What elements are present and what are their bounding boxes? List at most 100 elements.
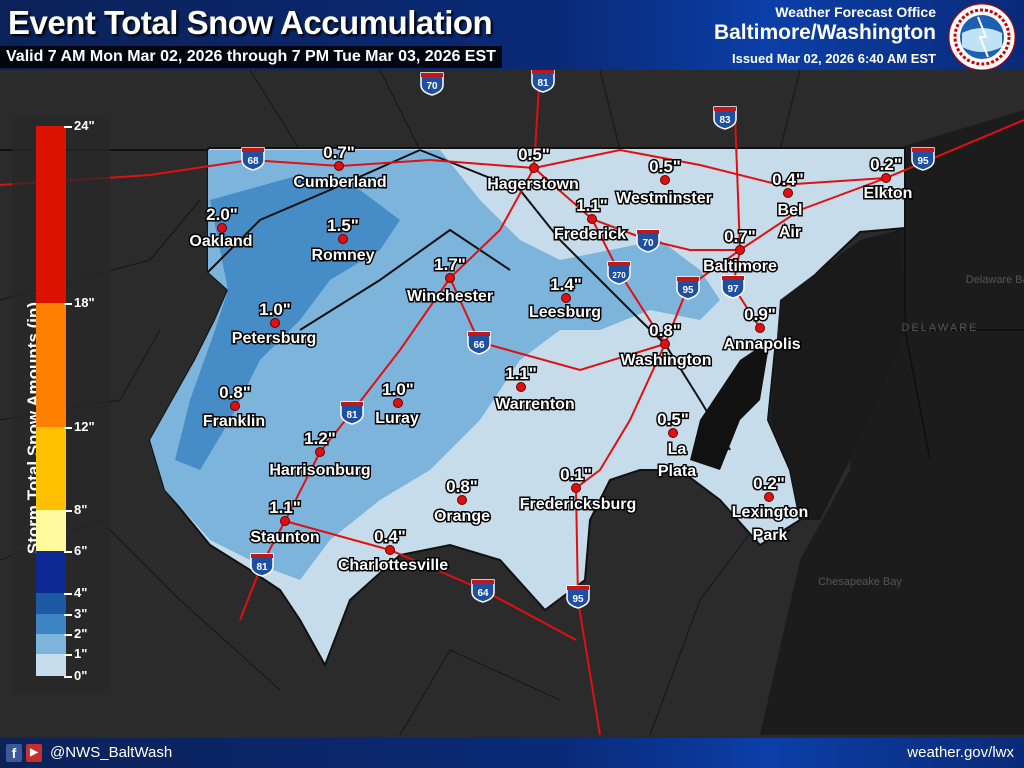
interstate-number: 70: [426, 81, 438, 92]
interstate-number: 97: [727, 284, 739, 295]
city-name: Lexington Park: [732, 504, 808, 544]
interstate-shield-icon: 81: [250, 553, 274, 577]
interstate-number: 68: [247, 156, 259, 167]
youtube-icon[interactable]: ▶: [26, 744, 42, 762]
interstate-number: 81: [537, 78, 549, 89]
legend-tick: 24": [70, 118, 95, 133]
city-dot-icon: [516, 382, 526, 392]
office-label: Weather Forecast Office: [775, 4, 936, 20]
city-name: Charlottesville: [338, 557, 448, 574]
legend-tick: 1": [70, 646, 87, 661]
city-frederick: 1.1" Frederick: [552, 195, 627, 245]
city-cumberland: 0.7" Cumberland: [292, 142, 388, 193]
social-handle[interactable]: @NWS_BaltWash: [50, 744, 173, 761]
interstate-shield-icon: 66: [467, 331, 491, 355]
website-link[interactable]: weather.gov/lwx: [907, 744, 1014, 761]
legend-swatch: [36, 303, 66, 427]
city-name: Bel Air: [778, 202, 803, 241]
interstate-number: 64: [477, 588, 489, 599]
snow-amount: 0.8": [219, 383, 251, 402]
interstate-shield-icon: 95: [911, 147, 935, 171]
city-name: Hagerstown: [487, 176, 579, 193]
city-name: Petersburg: [232, 330, 316, 347]
city-name: Romney: [311, 247, 374, 264]
snow-amount: 1.1": [505, 364, 537, 383]
county-lines: [0, 70, 801, 735]
legend-tick: 3": [70, 606, 87, 621]
snow-amount: 0.7": [323, 143, 355, 162]
interstate-shield-icon: 81: [531, 70, 555, 93]
legend-swatch: [36, 510, 66, 551]
interstate-shield-icon: 97: [721, 275, 745, 299]
snow-amount: 1.2": [304, 429, 336, 448]
snow-amount: 0.5": [649, 157, 681, 176]
city-dot-icon: [668, 428, 678, 438]
snow-amount: 0.4": [772, 170, 804, 189]
snow-amount: 1.0": [382, 380, 414, 399]
snow-amount: 2.0": [206, 205, 238, 224]
city-orange: 0.8" Orange: [432, 476, 491, 527]
interstate-number: 66: [473, 340, 485, 351]
interstate-number: 270: [612, 271, 626, 280]
city-dot-icon: [764, 492, 774, 502]
valid-period: Valid 7 AM Mon Mar 02, 2026 through 7 PM…: [0, 46, 502, 68]
office-name: Baltimore/Washington: [713, 21, 936, 44]
chesapeake-bay-label: Chesapeake Bay: [818, 576, 902, 588]
facebook-icon[interactable]: f: [6, 744, 22, 762]
city-bel-air: 0.4" Bel Air: [771, 169, 806, 243]
city-winchester: 1.7" Winchester: [405, 254, 494, 307]
city-name: Orange: [434, 508, 490, 525]
city-dot-icon: [334, 161, 344, 171]
city-name: Elkton: [864, 185, 913, 202]
city-staunton: 1.1" Staunton: [249, 497, 321, 548]
city-dot-icon: [660, 339, 670, 349]
nws-logo-icon: [948, 3, 1016, 71]
interstate-shield-icon: 70: [636, 229, 660, 253]
snow-amount: 0.4": [374, 527, 406, 546]
snow-amount: 1.1": [269, 498, 301, 517]
city-luray: 1.0" Luray: [374, 379, 421, 429]
city-oakland: 2.0" Oakland: [188, 204, 254, 252]
city-name: Leesburg: [529, 304, 601, 321]
city-westminster: 0.5" Westminster: [615, 156, 714, 209]
legend-tick: 12": [70, 419, 95, 434]
snow-amount: 1.1": [576, 196, 608, 215]
city-dot-icon: [338, 234, 348, 244]
city-dot-icon: [755, 323, 765, 333]
snow-map: 68 70 81 83 95 70 270 95 97 66 81 81 64 95 0.7" Cumber…: [0, 70, 1024, 735]
city-dot-icon: [457, 495, 467, 505]
legend-tick: 8": [70, 502, 87, 517]
city-dot-icon: [660, 175, 670, 185]
city-dot-icon: [735, 245, 745, 255]
delaware-label: DELAWARE: [902, 322, 979, 334]
delaware-bay-label: Delaware Bay: [966, 274, 1024, 286]
legend-tick: 6": [70, 543, 87, 558]
city-la-plata: 0.5" La Plata: [656, 409, 698, 482]
snow-amount: 1.7": [434, 255, 466, 274]
city-dot-icon: [881, 173, 891, 183]
city-name: Harrisonburg: [269, 462, 370, 479]
city-romney: 1.5" Romney: [310, 215, 376, 266]
legend-tick: 18": [70, 295, 95, 310]
city-name: Staunton: [250, 529, 319, 546]
interstate-number: 83: [719, 115, 731, 126]
city-name: Warrenton: [495, 396, 574, 413]
snow-amount: 0.2": [753, 474, 785, 493]
city-lexington-park: 0.2" Lexington Park: [730, 473, 809, 546]
interstate-shield-icon: 95: [676, 276, 700, 300]
map-title: Event Total Snow Accumulation: [8, 4, 493, 41]
snow-amount: 1.0": [259, 300, 291, 319]
interstate-shield-icon: 68: [241, 147, 265, 171]
legend-swatch: [36, 614, 66, 634]
city-franklin: 0.8" Franklin: [201, 382, 266, 432]
city-name: Washington: [621, 352, 712, 369]
interstate-shield-icon: 70: [420, 72, 444, 96]
city-dot-icon: [280, 516, 290, 526]
city-harrisonburg: 1.2" Harrisonburg: [268, 428, 372, 481]
interstate-shield-icon: 95: [566, 585, 590, 609]
snow-amount: 0.1": [560, 465, 592, 484]
interstate-shield-icon: 270: [607, 261, 631, 285]
city-dot-icon: [230, 401, 240, 411]
city-elkton: 0.2" Elkton: [862, 154, 914, 204]
city-washington: 0.8" Washington: [619, 320, 713, 371]
